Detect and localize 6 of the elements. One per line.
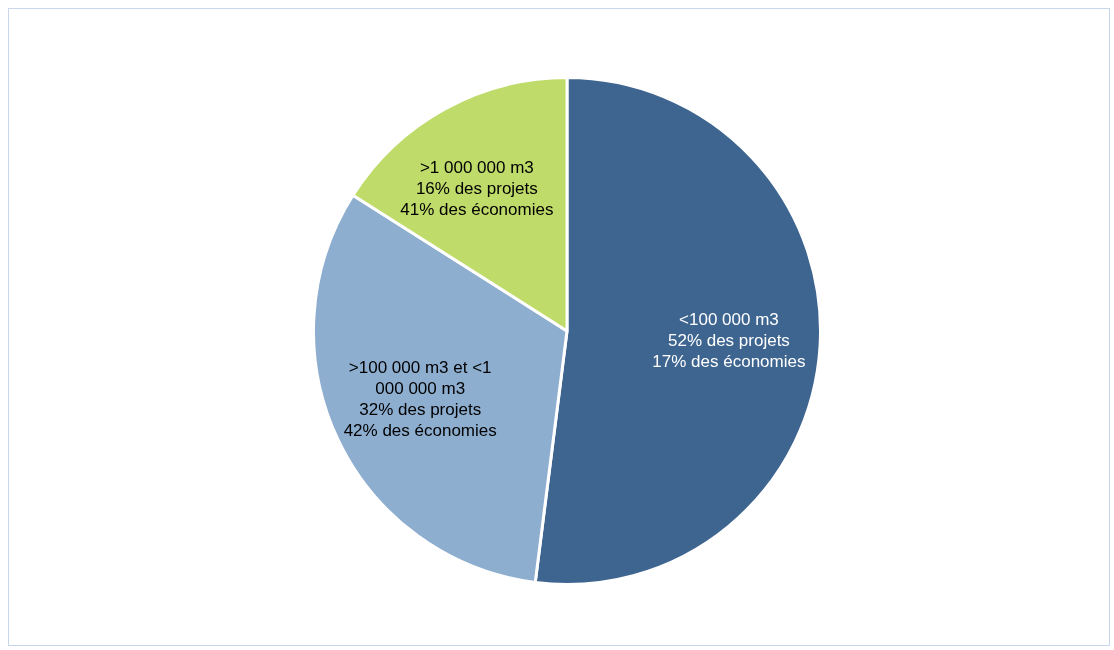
data-label: 52% des projets 17% des économies bbox=[652, 330, 806, 371]
data-label: 32% des projets 42% des économies bbox=[343, 400, 497, 441]
slice-label: <100 000 m3 bbox=[679, 309, 779, 329]
data-label: 16% des projets 41% des économies bbox=[400, 178, 554, 219]
slice-label: >1 000 000 m3 bbox=[419, 157, 534, 177]
slice-label: >100 000 m3 et <1 000 000 m3 bbox=[348, 358, 492, 399]
